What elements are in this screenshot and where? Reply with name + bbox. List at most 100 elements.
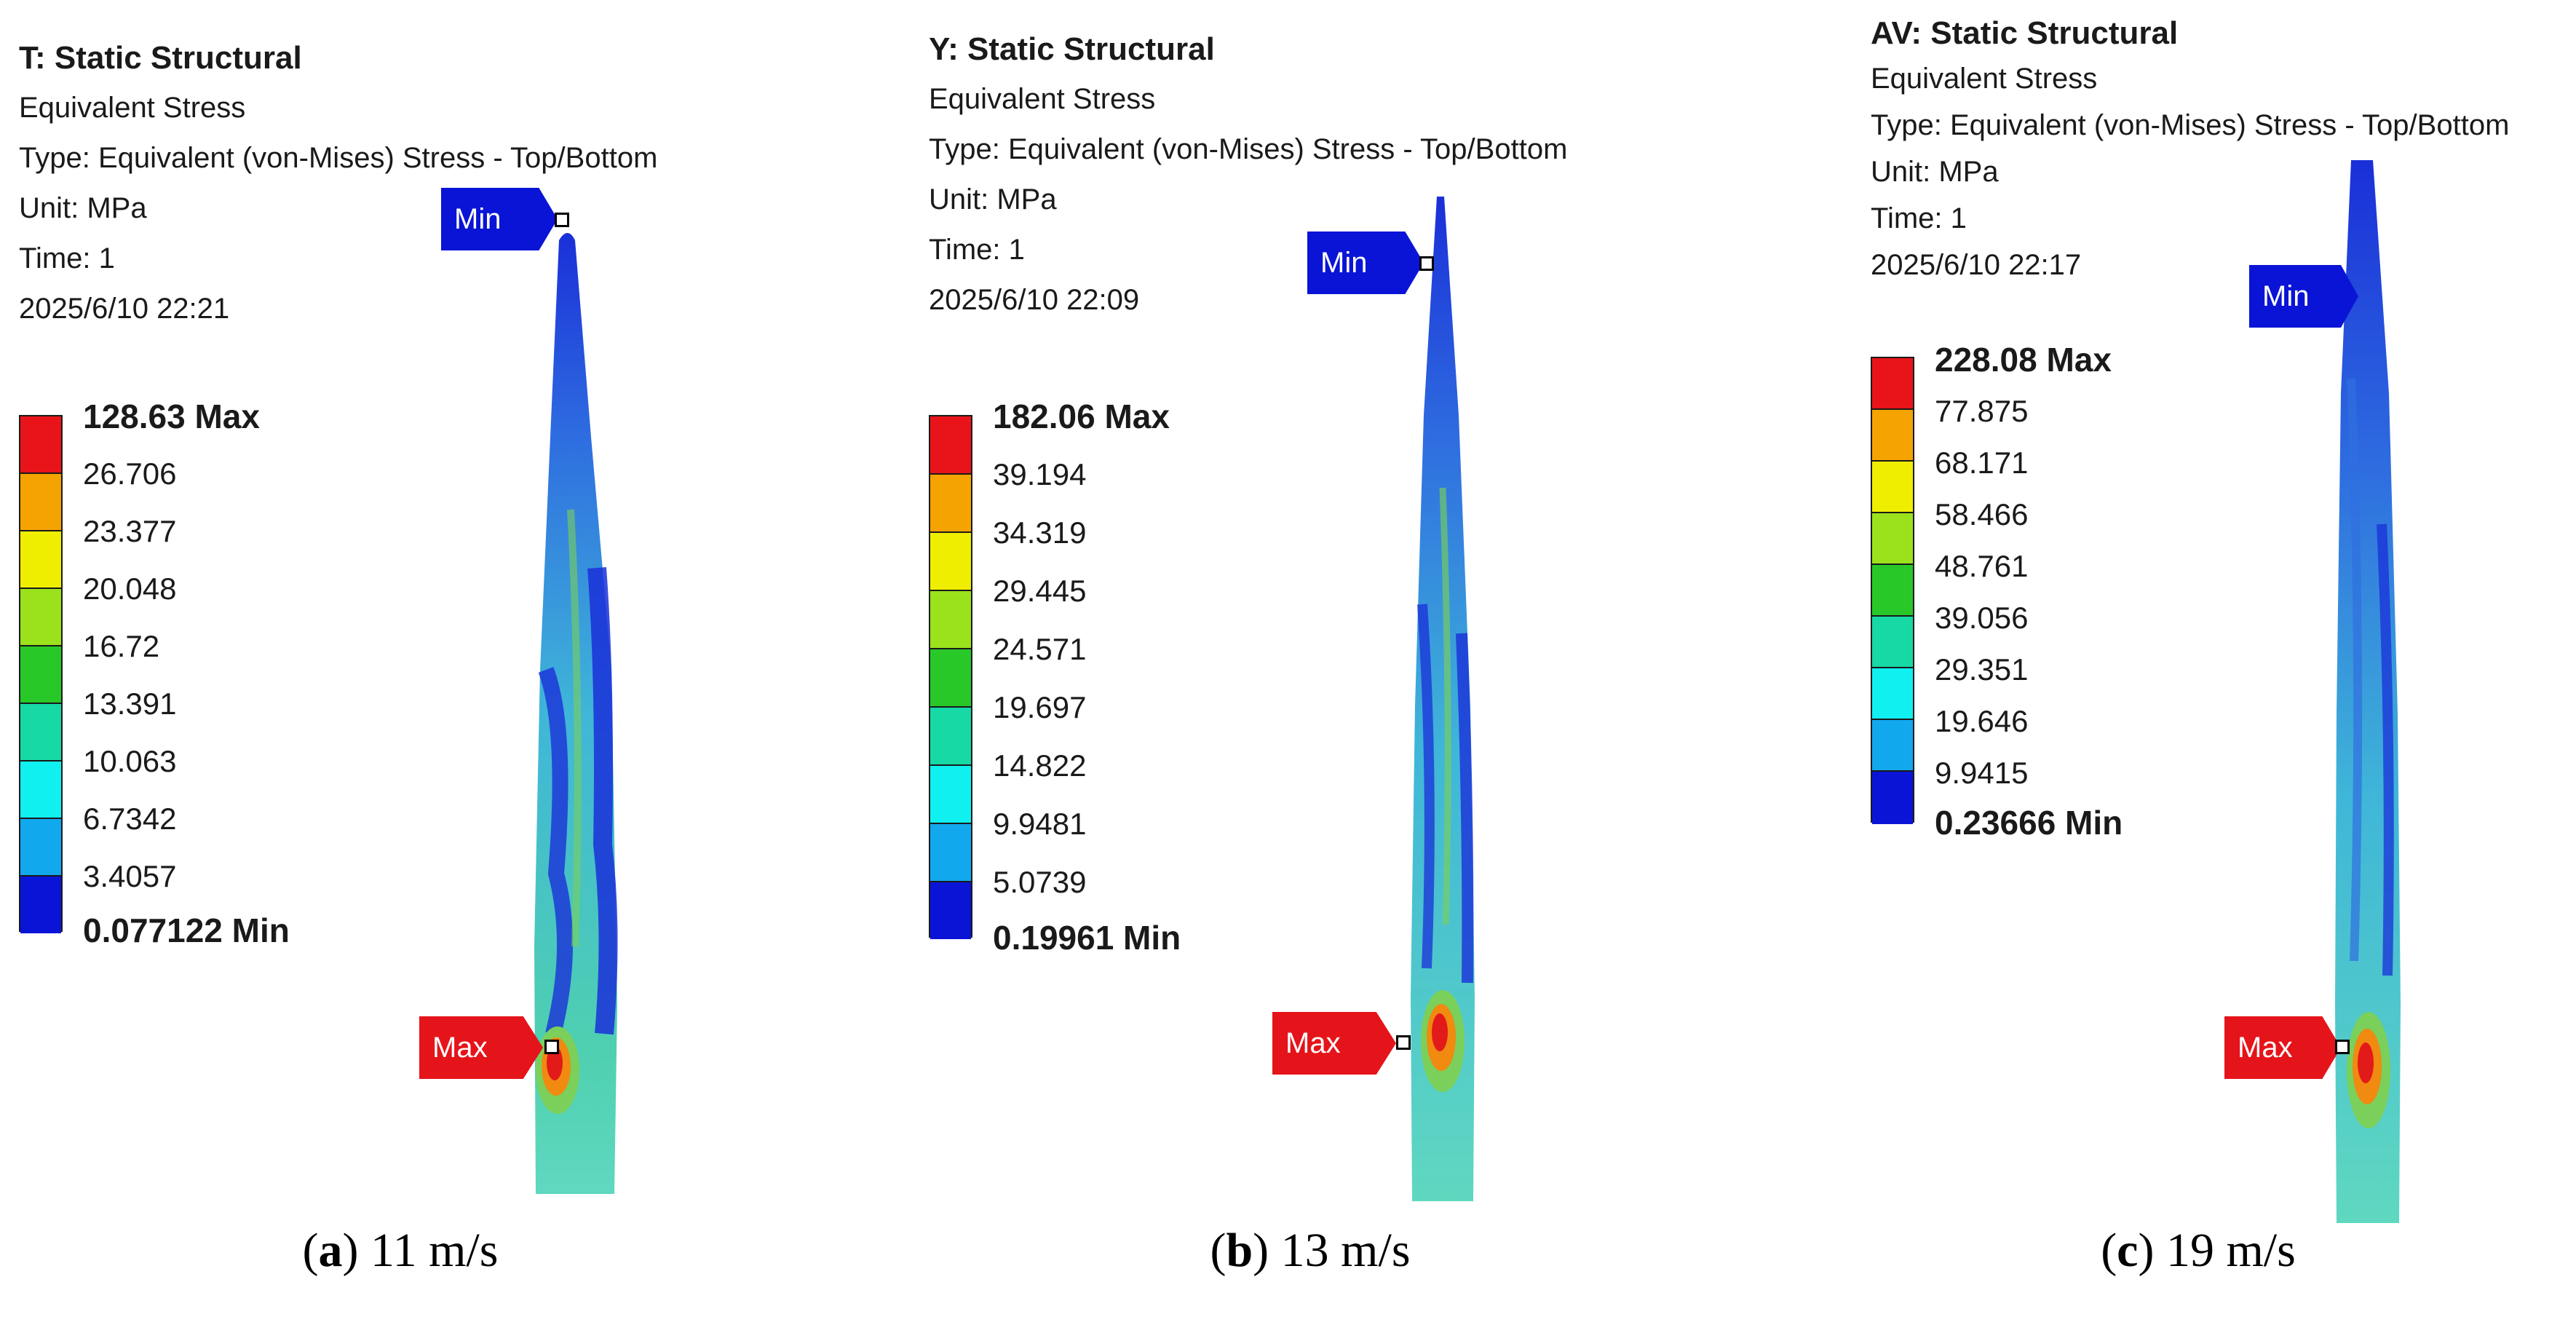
legend-label: 39.194 [993, 457, 1087, 491]
legend-band [20, 762, 61, 819]
legend-label: 5.0739 [993, 865, 1087, 899]
legend-min-label: 0.19961 Min [993, 919, 1181, 957]
legend-band [930, 591, 971, 649]
legend-band [20, 416, 61, 474]
legend-label: 13.391 [83, 687, 177, 721]
min-probe-label: Min [1307, 232, 1424, 294]
legend-band [1872, 513, 1913, 565]
caption-letter: c [2117, 1224, 2139, 1277]
result-unit: Unit: MPa [929, 183, 1057, 215]
result-header: T: Static Structural Equivalent Stress T… [19, 38, 657, 334]
legend-band [1872, 358, 1913, 410]
legend-band [20, 819, 61, 877]
legend-label: 19.646 [1935, 704, 2029, 738]
legend-max-label: 128.63 Max [83, 397, 260, 435]
legend-label: 23.377 [83, 514, 177, 548]
max-point-marker [1396, 1035, 1411, 1050]
legend-band [930, 416, 971, 475]
result-name: Equivalent Stress [929, 83, 1156, 115]
legend-label: 9.9415 [1935, 756, 2029, 790]
legend-band [930, 475, 971, 533]
max-probe-label: Max [419, 1016, 543, 1079]
panel-caption: (b) 13 m/s [1210, 1224, 1411, 1277]
max-probe-label: Max [2224, 1016, 2341, 1079]
legend-band [1872, 668, 1913, 720]
legend-band [1872, 565, 1913, 617]
legend-label: 29.445 [993, 574, 1087, 608]
result-name: Equivalent Stress [19, 92, 246, 124]
caption-text: 13 m/s [1280, 1224, 1411, 1277]
legend-band [20, 646, 61, 704]
legend-band [1872, 720, 1913, 772]
legend-label: 58.466 [1935, 497, 2029, 531]
legend-label: 9.9481 [993, 807, 1087, 841]
legend-max-label: 182.06 Max [993, 397, 1170, 435]
legend-label: 77.875 [1935, 394, 2029, 428]
max-point-marker [2335, 1040, 2350, 1054]
min-point-marker [1419, 256, 1434, 271]
legend-color-bar [929, 415, 972, 939]
analysis-title: AV: Static Structural [1871, 15, 2179, 51]
result-name: Equivalent Stress [1871, 63, 2098, 95]
legend-min-label: 0.077122 Min [83, 911, 290, 949]
legend-band [930, 824, 971, 882]
legend-min-label: 0.23666 Min [1935, 804, 2123, 842]
result-unit: Unit: MPa [19, 192, 147, 224]
min-probe-label: Min [2249, 265, 2358, 328]
caption-letter: a [318, 1224, 343, 1277]
panel-caption: (a) 11 m/s [302, 1224, 499, 1277]
legend-band [20, 531, 61, 589]
legend-band [1872, 617, 1913, 668]
panel-c: AV: Static Structural Equivalent Stress … [1718, 0, 2576, 1333]
result-header: Y: Static Structural Equivalent Stress T… [929, 29, 1567, 325]
tower-model [2335, 160, 2401, 1223]
panel-a: T: Static Structural Equivalent Stress T… [0, 0, 859, 1333]
min-point-marker [555, 213, 569, 227]
legend-band [1872, 410, 1913, 462]
legend-band [930, 766, 971, 824]
legend-label: 24.571 [993, 632, 1087, 666]
legend-band [930, 708, 971, 766]
legend-label: 34.319 [993, 515, 1087, 550]
panel-caption: (c) 19 m/s [2101, 1224, 2296, 1277]
caption-text: 19 m/s [2165, 1224, 2296, 1277]
panel-b: Y: Static Structural Equivalent Stress T… [859, 0, 1718, 1333]
legend-max-label: 228.08 Max [1935, 341, 2112, 379]
result-type: Type: Equivalent (von-Mises) Stress - To… [1871, 109, 2510, 141]
legend-band [20, 589, 61, 646]
legend-label: 6.7342 [83, 802, 177, 836]
legend-band [20, 474, 61, 531]
legend-band [20, 704, 61, 762]
result-timestamp: 2025/6/10 22:17 [1871, 249, 2082, 281]
legend-label: 16.72 [83, 629, 160, 663]
analysis-title: Y: Static Structural [929, 31, 1215, 67]
legend-band [930, 649, 971, 708]
result-time: Time: 1 [19, 242, 115, 274]
legend-band [1872, 772, 1913, 824]
caption-letter: b [1226, 1224, 1253, 1277]
legend-label: 14.822 [993, 748, 1087, 783]
legend-label: 20.048 [83, 571, 177, 606]
result-type: Type: Equivalent (von-Mises) Stress - To… [19, 142, 658, 174]
result-header: AV: Static Structural Equivalent Stress … [1871, 13, 2509, 288]
legend-band [930, 882, 971, 939]
max-point-marker [544, 1040, 559, 1054]
result-timestamp: 2025/6/10 22:09 [929, 284, 1140, 316]
result-time: Time: 1 [929, 234, 1025, 266]
result-unit: Unit: MPa [1871, 156, 1999, 188]
caption-text: 11 m/s [370, 1224, 499, 1277]
legend-label: 39.056 [1935, 601, 2029, 635]
result-timestamp: 2025/6/10 22:21 [19, 293, 230, 325]
max-probe-label: Max [1272, 1012, 1396, 1075]
legend-label: 3.4057 [83, 859, 177, 893]
legend-label: 29.351 [1935, 652, 2029, 687]
tower-model [1411, 197, 1475, 1201]
legend-label: 10.063 [83, 744, 177, 778]
result-type: Type: Equivalent (von-Mises) Stress - To… [929, 133, 1568, 165]
min-probe-label: Min [441, 188, 558, 250]
legend-color-bar [19, 415, 63, 933]
legend-band [930, 533, 971, 591]
legend-label: 48.761 [1935, 549, 2029, 583]
legend-label: 68.171 [1935, 446, 2029, 480]
legend-band [1872, 462, 1913, 513]
